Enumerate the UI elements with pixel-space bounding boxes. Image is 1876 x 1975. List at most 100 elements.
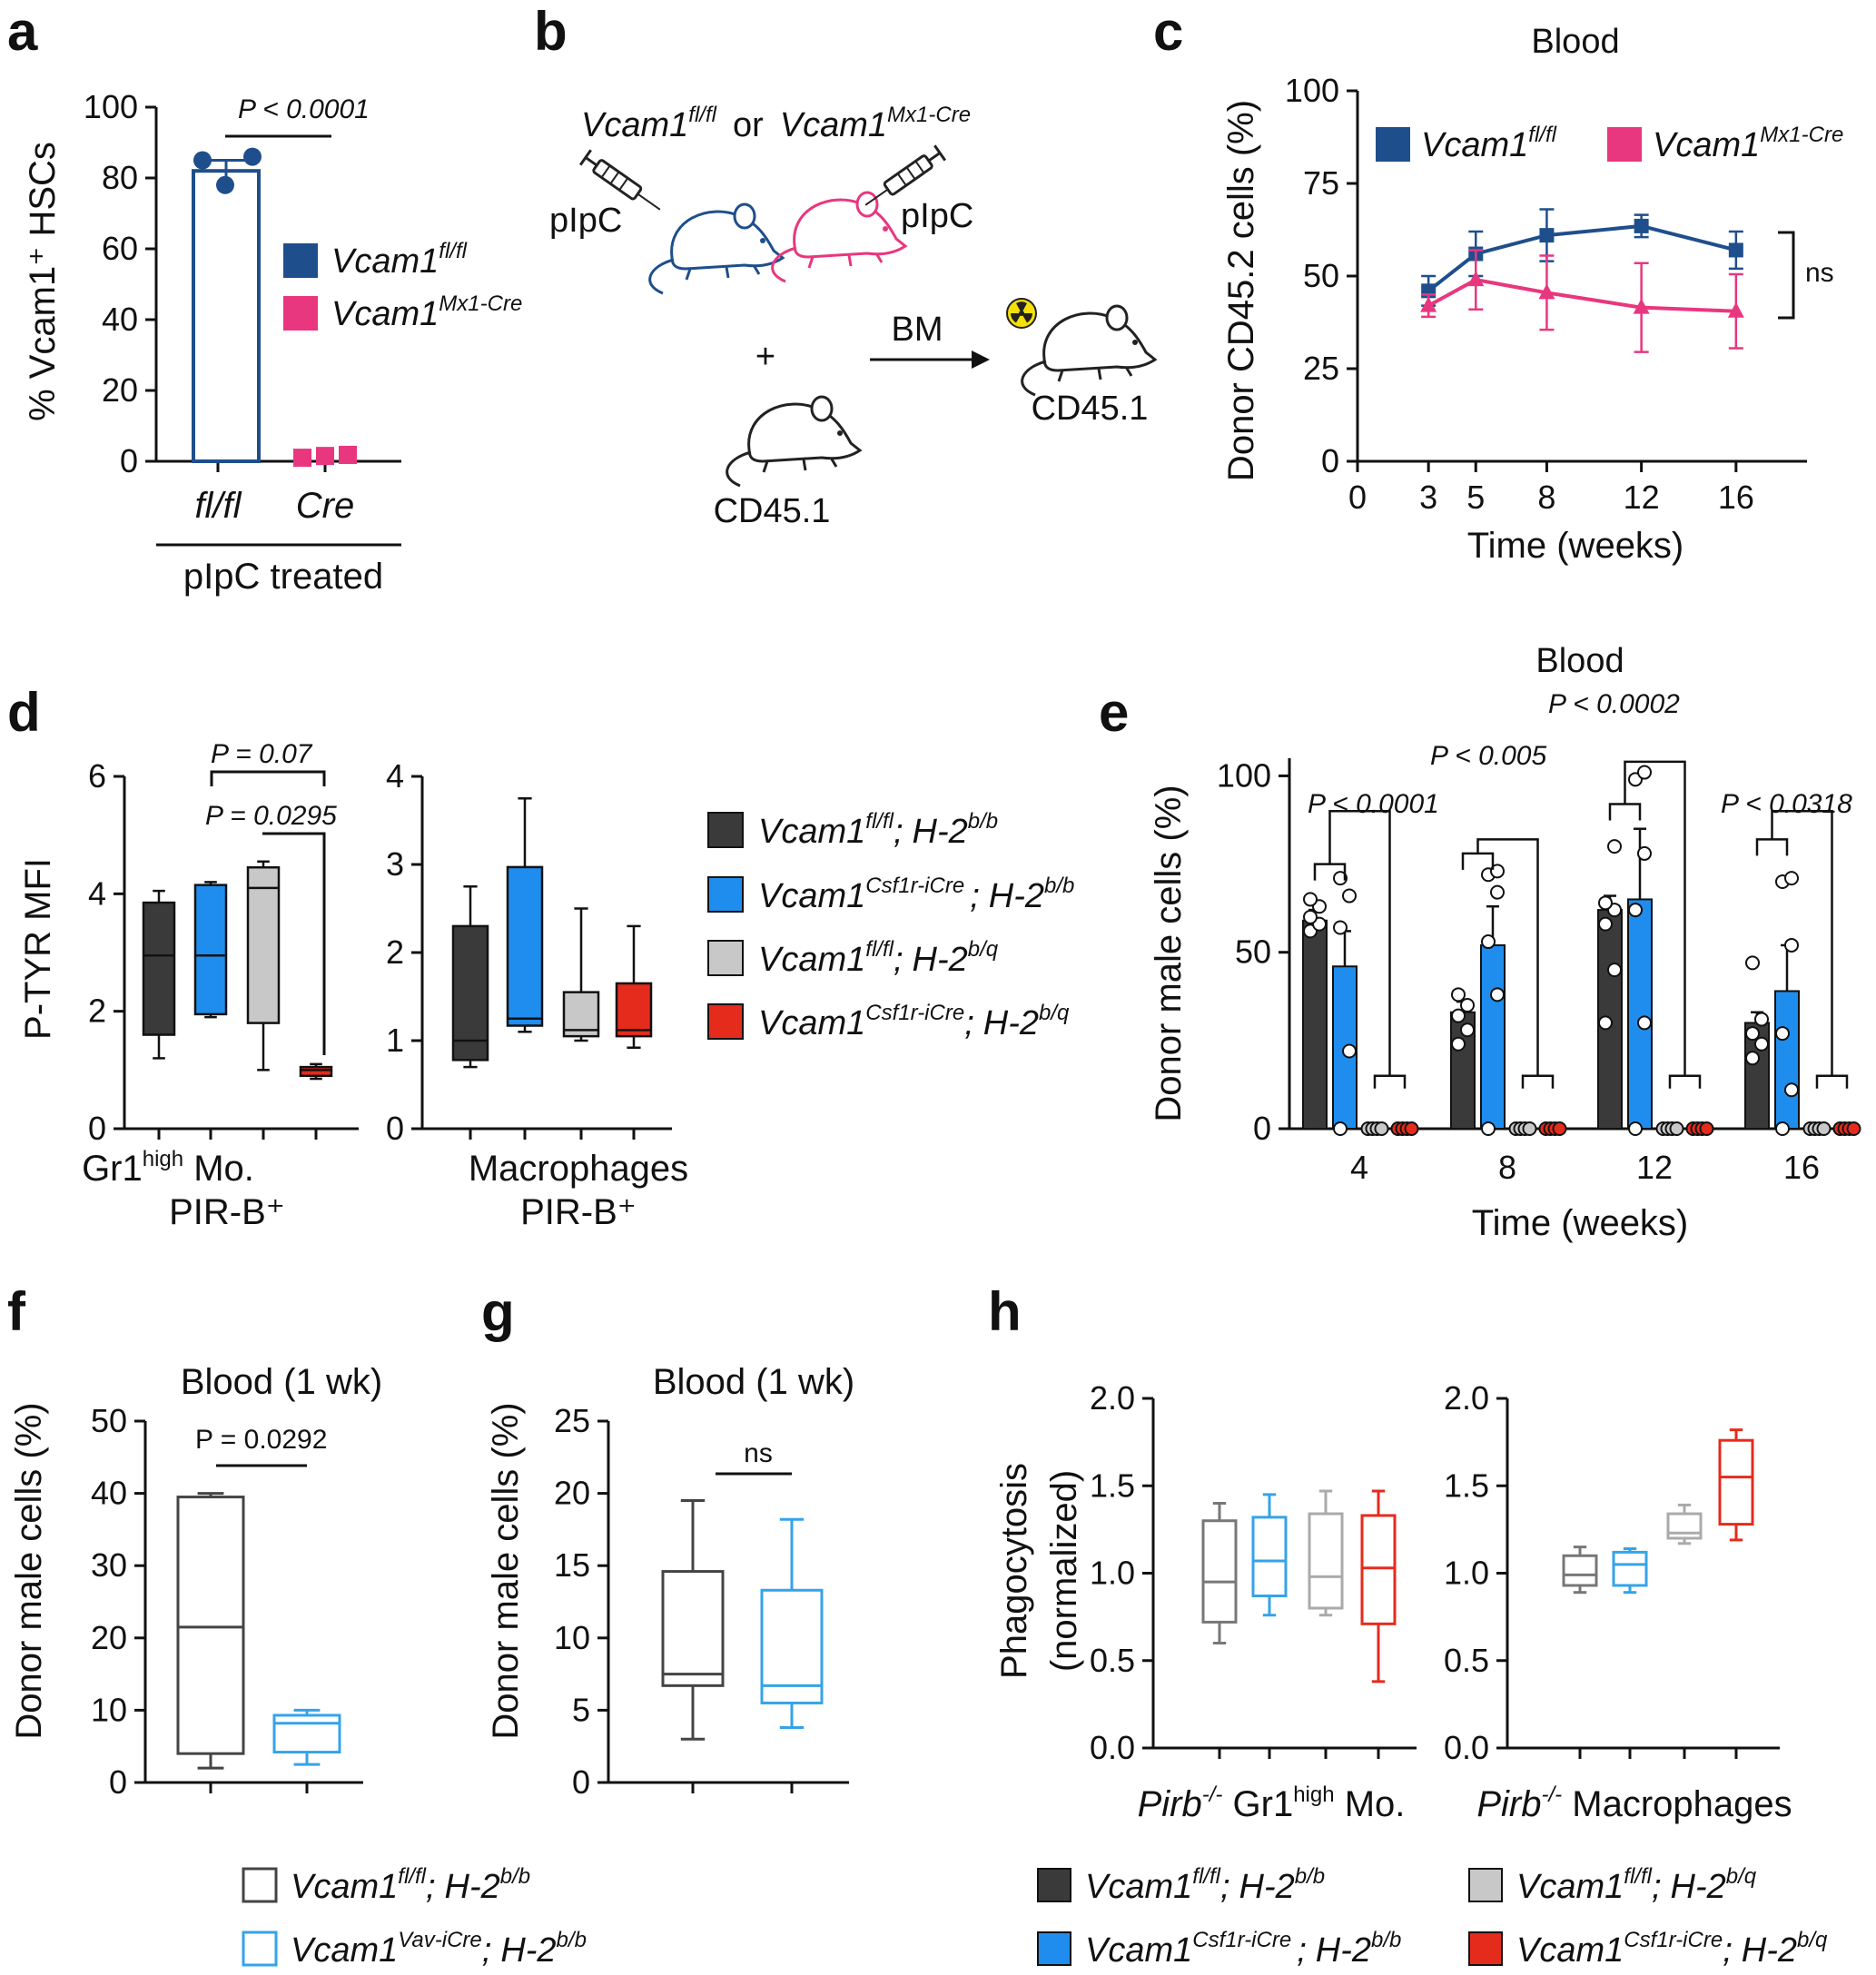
panel-d2-marks bbox=[451, 797, 653, 1069]
legend-fg-fl-bb: Vcam1fl/fl; H-2b/b bbox=[291, 1864, 530, 1906]
panel-d1-ytick-label: 6 bbox=[88, 757, 106, 795]
panel-g-marks bbox=[661, 1499, 824, 1741]
panel-d1-box-2-box bbox=[246, 865, 281, 1024]
panel-label-f: f bbox=[7, 1281, 26, 1342]
panel-e-point bbox=[1481, 934, 1496, 950]
panel-e-point bbox=[1745, 955, 1760, 971]
panel-f-title: Blood (1 wk) bbox=[181, 1362, 382, 1402]
panel-d2-ytick-label: 3 bbox=[386, 845, 404, 883]
panel-c-point-fl bbox=[1728, 242, 1743, 258]
panel-e-xlabel: Time (weeks) bbox=[1472, 1203, 1689, 1243]
panel-h1-axes: 0.0 0.5 1.0 1.5 2.0 bbox=[1090, 1379, 1417, 1766]
panel-e-ytick-label: 50 bbox=[1235, 933, 1271, 971]
panel-d1-xlabel2: PIR-B⁺ bbox=[169, 1192, 285, 1232]
panel-h1-box-2-box bbox=[1308, 1512, 1344, 1610]
panel-e-bracket-outer bbox=[1624, 760, 1686, 1076]
panel-h2-box-0-box bbox=[1562, 1554, 1598, 1587]
panel-e-point bbox=[1490, 884, 1505, 900]
panel-e-bracket-low bbox=[1373, 1074, 1407, 1089]
panel-d1-ytick-label: 0 bbox=[88, 1110, 106, 1147]
panel-e-point bbox=[1451, 1036, 1466, 1052]
panel-e-point bbox=[1333, 871, 1348, 886]
panel-a-group-label: pIpC treated bbox=[183, 557, 383, 597]
panel-c-ytick-label: 0 bbox=[1321, 442, 1339, 479]
panel-e-marks bbox=[1302, 765, 1861, 1136]
panel-e-point bbox=[1784, 937, 1799, 953]
panel-d-pvalue-1: P = 0.07 bbox=[211, 739, 313, 769]
panel-h-legend: Vcam1fl/fl; H-2b/b Vcam1Csf1r-iCre; H-2b/b… bbox=[1037, 1864, 1828, 1970]
panel-c-xlabel: Time (weeks) bbox=[1467, 526, 1684, 566]
panel-e-brackets bbox=[1313, 760, 1849, 1089]
panel-f-ytick-label: 30 bbox=[91, 1546, 127, 1584]
panel-e-title: Blood bbox=[1535, 642, 1624, 680]
panel-c-ytick-label: 75 bbox=[1303, 164, 1339, 202]
legend-h-csf1r-bb: Vcam1Csf1r-iCre; H-2b/b bbox=[1085, 1928, 1401, 1970]
panel-h1-ytick-label: 2.0 bbox=[1090, 1379, 1135, 1417]
legend-swatch-csf1r-bb bbox=[707, 876, 744, 913]
panel-e-point bbox=[1816, 1121, 1832, 1136]
panel-e-xtick-label: 16 bbox=[1783, 1149, 1820, 1186]
panel-d2-xlabel2: PIR-B⁺ bbox=[520, 1192, 637, 1232]
panel-d2-ytick-label: 1 bbox=[386, 1022, 404, 1059]
panel-f: f Blood (1 wk) Donor male cells (%) 0 10 2… bbox=[7, 1281, 382, 1801]
panel-e-point bbox=[1303, 909, 1318, 924]
panel-e-point bbox=[1460, 1022, 1475, 1038]
panel-e-point bbox=[1490, 987, 1505, 1002]
panel-a-axes: 0 20 40 60 80 100 bbox=[84, 88, 401, 479]
panel-a-point-fl bbox=[243, 147, 262, 166]
panel-h1-xlabel: Pirb-/- Gr1high Mo. bbox=[1138, 1782, 1406, 1824]
panel-e-pvalue-12: P < 0.0002 bbox=[1548, 689, 1680, 719]
cre-mouse-icon bbox=[771, 191, 907, 283]
panel-a-bar-fl bbox=[192, 169, 261, 463]
panel-b-pipc-left: pIpC bbox=[549, 202, 622, 240]
legend-swatch-h-csf1r-bq bbox=[1468, 1931, 1503, 1966]
panel-a-legend-fl-swatch bbox=[283, 243, 318, 278]
panel-e-point bbox=[1598, 1015, 1613, 1031]
panel-g-title: Blood (1 wk) bbox=[653, 1362, 854, 1402]
panel-h1-ytick-label: 1.0 bbox=[1090, 1555, 1135, 1592]
radiation-icon bbox=[1006, 298, 1037, 329]
panel-e-pvalue-16: P < 0.0318 bbox=[1721, 789, 1852, 819]
panel-e-point bbox=[1628, 1121, 1643, 1136]
panel-b-pipc-right: pIpC bbox=[901, 197, 973, 235]
panel-d-legend: Vcam1fl/fl; H-2b/b Vcam1Csf1r-iCre; H-2b/b… bbox=[707, 809, 1074, 1042]
panel-e-point bbox=[1637, 1015, 1652, 1031]
panel-g-ytick-label: 0 bbox=[572, 1763, 590, 1801]
panel-h-ylabel-line2: (normalized) bbox=[1044, 1470, 1084, 1672]
panel-label-g: g bbox=[481, 1281, 515, 1342]
panel-e-bracket-low bbox=[1668, 1074, 1702, 1089]
legend-swatch-csf1r-bq bbox=[707, 1003, 744, 1040]
panel-e-point bbox=[1342, 1043, 1357, 1059]
panel-h1-box-1-box bbox=[1251, 1516, 1288, 1598]
panel-c-ytick-label: 50 bbox=[1303, 257, 1339, 294]
panel-e-bracket-low bbox=[1521, 1074, 1555, 1089]
panel-d: d P-TYR MFI 0 2 4 6 0 1 2 3 4 P = 0.07 P = 0.02… bbox=[7, 682, 1074, 1232]
panel-e-bracket-outer bbox=[1476, 838, 1539, 1076]
panel-g-ytick-label: 20 bbox=[554, 1475, 590, 1512]
panel-a-legend-fl: Vcam1fl/fl bbox=[331, 239, 468, 281]
legend-swatch-h-csf1r-bb bbox=[1037, 1931, 1071, 1966]
panel-a-xtick-cre: Cre bbox=[296, 486, 354, 526]
panel-d1-box-1-box bbox=[193, 884, 228, 1016]
panel-d2-box-3-box bbox=[615, 982, 653, 1038]
panel-e-point bbox=[1333, 920, 1348, 935]
panel-a-point-cre bbox=[339, 445, 357, 464]
panel-g-ytick-label: 25 bbox=[554, 1402, 590, 1439]
panel-c-legend-cre-swatch bbox=[1607, 127, 1642, 162]
fl-mouse-icon bbox=[648, 202, 785, 295]
panel-label-a: a bbox=[7, 1, 38, 62]
panel-e-ylabel: Donor male cells (%) bbox=[1149, 785, 1189, 1121]
panel-d-ylabel: P-TYR MFI bbox=[18, 858, 58, 1040]
legend-swatch-h-fl-bq bbox=[1468, 1868, 1503, 1902]
panel-b: b Vcam1fl/fl or Vcam1Mx1-Cre pIpC pIpC + C… bbox=[534, 1, 1157, 530]
panel-c-marks bbox=[1420, 208, 1744, 353]
panel-d1-axes: 0 2 4 6 bbox=[88, 757, 359, 1147]
panel-label-c: c bbox=[1153, 1, 1183, 62]
panel-e-point bbox=[1522, 1121, 1537, 1136]
panel-e-point bbox=[1784, 1082, 1799, 1098]
panel-g: g Blood (1 wk) Donor male cells (%) 0 5 10… bbox=[481, 1281, 854, 1801]
panel-g-ylabel: Donor male cells (%) bbox=[486, 1402, 526, 1739]
panel-g-ytick-label: 10 bbox=[554, 1619, 590, 1656]
panel-h1-box-0-box bbox=[1201, 1519, 1238, 1624]
panel-e-point bbox=[1775, 1121, 1790, 1136]
